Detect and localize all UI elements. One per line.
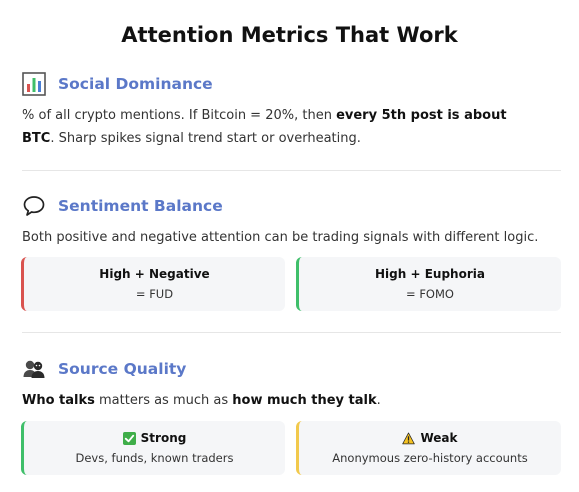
page-title: Attention Metrics That Work: [121, 23, 458, 47]
card-subtitle: = FOMO: [406, 287, 454, 301]
check-mark-icon: [122, 431, 136, 445]
warning-icon: [402, 432, 416, 444]
card-title: High + Negative: [99, 267, 210, 281]
divider: [22, 170, 561, 171]
card-subtitle: Devs, funds, known traders: [75, 451, 234, 465]
section-source-quality-heading: Source Quality: [58, 360, 187, 378]
people-icon: [23, 360, 45, 378]
section-social-dominance-heading: Social Dominance: [58, 75, 213, 93]
source-quality-description: Who talks matters as much as how much th…: [22, 393, 381, 408]
card-high-euphoria: High + Euphoria = FOMO: [296, 257, 561, 311]
social-dominance-description: % of all crypto mentions. If Bitcoin = 2…: [22, 108, 507, 146]
card-high-negative: High + Negative = FUD: [21, 257, 285, 311]
divider: [22, 332, 561, 333]
card-subtitle: = FUD: [135, 287, 174, 301]
card-title-text: Strong: [140, 431, 187, 445]
section-sentiment-balance-heading: Sentiment Balance: [58, 197, 223, 215]
card-title: Strong: [24, 430, 285, 446]
speech-bubble-icon: [23, 196, 45, 216]
section-sentiment-balance-header: Sentiment Balance: [22, 193, 223, 219]
card-subtitle: Anonymous zero-history accounts: [332, 451, 528, 465]
card-title-text: Weak: [420, 431, 458, 445]
card-title: Weak: [299, 430, 561, 446]
section-source-quality-header: Source Quality: [22, 356, 186, 382]
sentiment-balance-description: Both positive and negative attention can…: [22, 230, 539, 245]
card-strong: Strong Devs, funds, known traders: [21, 421, 285, 475]
section-social-dominance-header: Social Dominance: [22, 71, 213, 97]
card-title: High + Euphoria: [375, 267, 485, 281]
bar-chart-icon: [22, 72, 46, 96]
card-weak: Weak Anonymous zero-history accounts: [296, 421, 561, 475]
